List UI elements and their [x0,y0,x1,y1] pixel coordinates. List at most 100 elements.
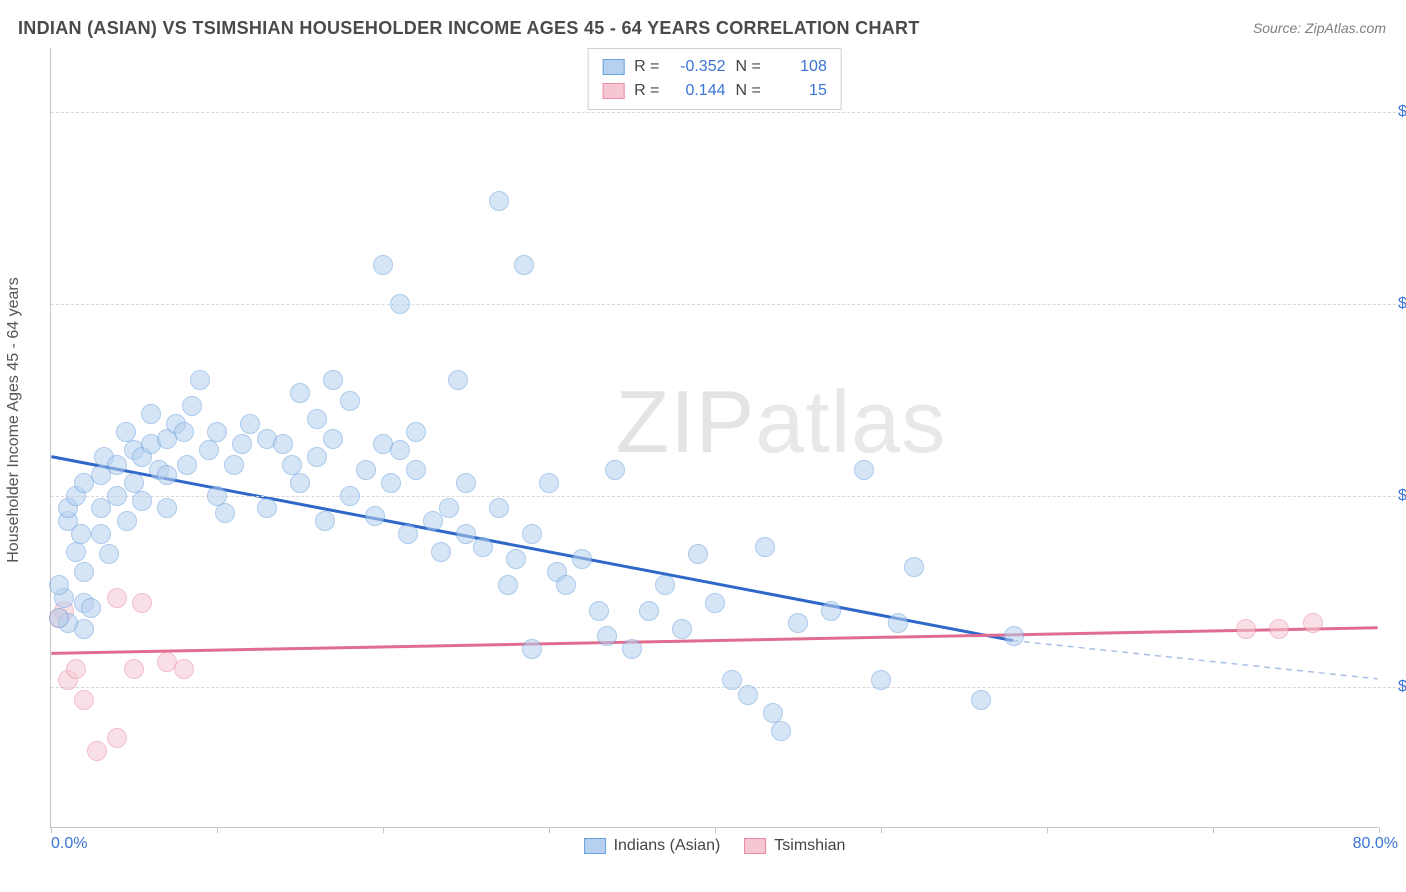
legend-stats-row: R =-0.352N =108 [602,55,827,79]
scatter-point-indians [91,498,111,518]
scatter-point-indians [132,491,152,511]
scatter-point-indians [199,440,219,460]
scatter-point-indians [622,639,642,659]
gridline-horizontal [51,112,1406,113]
legend-swatch [602,59,624,75]
scatter-point-indians [323,370,343,390]
x-tick [51,827,52,833]
legend-swatch [744,838,766,854]
scatter-point-indians [49,575,69,595]
trendline-indians [51,457,1013,641]
x-tick [1047,827,1048,833]
x-axis-start-label: 0.0% [51,835,87,853]
gridline-horizontal [51,304,1406,305]
scatter-point-indians [506,549,526,569]
scatter-point-indians [381,473,401,493]
scatter-plot-area: ZIPatlas $75,000$150,000$225,000$300,000… [50,48,1378,828]
scatter-point-indians [74,562,94,582]
scatter-point-tsimshian [107,588,127,608]
scatter-point-indians [273,434,293,454]
scatter-point-indians [431,542,451,562]
y-axis-label: Householder Income Ages 45 - 64 years [5,277,23,563]
legend-label: Indians (Asian) [614,837,721,855]
scatter-point-indians [49,608,69,628]
scatter-point-indians [439,498,459,518]
scatter-point-indians [821,601,841,621]
scatter-point-tsimshian [107,728,127,748]
scatter-point-indians [365,506,385,526]
scatter-point-indians [207,422,227,442]
scatter-point-indians [448,370,468,390]
scatter-point-indians [556,575,576,595]
correlation-stats-legend: R =-0.352N =108R = 0.144 N = 15 [587,48,842,110]
scatter-point-indians [257,498,277,518]
x-axis-end-label: 80.0% [1353,835,1398,853]
x-tick [549,827,550,833]
x-tick [217,827,218,833]
scatter-point-indians [904,557,924,577]
y-tick-label: $300,000 [1398,103,1406,121]
scatter-point-indians [177,455,197,475]
scatter-point-indians [398,524,418,544]
n-value: 108 [771,55,827,79]
scatter-point-indians [356,460,376,480]
scatter-point-tsimshian [174,659,194,679]
scatter-point-indians [522,524,542,544]
series-legend: Indians (Asian) Tsimshian [584,837,846,855]
legend-item: Tsimshian [744,837,845,855]
scatter-point-indians [1004,626,1024,646]
scatter-point-indians [215,503,235,523]
scatter-point-indians [755,537,775,557]
scatter-point-indians [605,460,625,480]
y-tick-label: $75,000 [1398,678,1406,696]
scatter-point-indians [307,409,327,429]
r-value: 0.144 [670,79,726,103]
scatter-point-indians [423,511,443,531]
scatter-point-indians [290,383,310,403]
x-tick [383,827,384,833]
x-tick [1213,827,1214,833]
legend-item: Indians (Asian) [584,837,721,855]
scatter-point-indians [373,255,393,275]
scatter-point-indians [290,473,310,493]
scatter-point-indians [655,575,675,595]
n-label: N = [736,79,761,103]
scatter-point-indians [871,670,891,690]
scatter-point-indians [498,575,518,595]
scatter-point-indians [771,721,791,741]
scatter-point-indians [971,690,991,710]
scatter-point-indians [597,626,617,646]
scatter-point-indians [315,511,335,531]
scatter-point-indians [390,440,410,460]
chart-title: INDIAN (ASIAN) VS TSIMSHIAN HOUSEHOLDER … [18,18,920,39]
r-label: R = [634,55,659,79]
source-attribution: Source: ZipAtlas.com [1253,20,1386,36]
n-value: 15 [771,79,827,103]
r-label: R = [634,79,659,103]
scatter-point-indians [489,191,509,211]
y-tick-label: $150,000 [1398,487,1406,505]
scatter-point-indians [888,613,908,633]
scatter-point-indians [340,486,360,506]
scatter-point-indians [788,613,808,633]
scatter-point-indians [639,601,659,621]
scatter-point-indians [157,498,177,518]
scatter-point-indians [91,524,111,544]
scatter-point-tsimshian [74,690,94,710]
scatter-point-indians [473,537,493,557]
scatter-point-indians [406,460,426,480]
scatter-point-indians [722,670,742,690]
y-tick-label: $225,000 [1398,295,1406,313]
scatter-point-indians [71,524,91,544]
scatter-point-indians [688,544,708,564]
scatter-point-tsimshian [1303,613,1323,633]
scatter-point-tsimshian [132,593,152,613]
scatter-point-tsimshian [124,659,144,679]
x-tick [881,827,882,833]
scatter-point-indians [572,549,592,569]
scatter-point-indians [340,391,360,411]
scatter-point-indians [323,429,343,449]
scatter-point-indians [182,396,202,416]
scatter-point-tsimshian [1236,619,1256,639]
scatter-point-indians [240,414,260,434]
